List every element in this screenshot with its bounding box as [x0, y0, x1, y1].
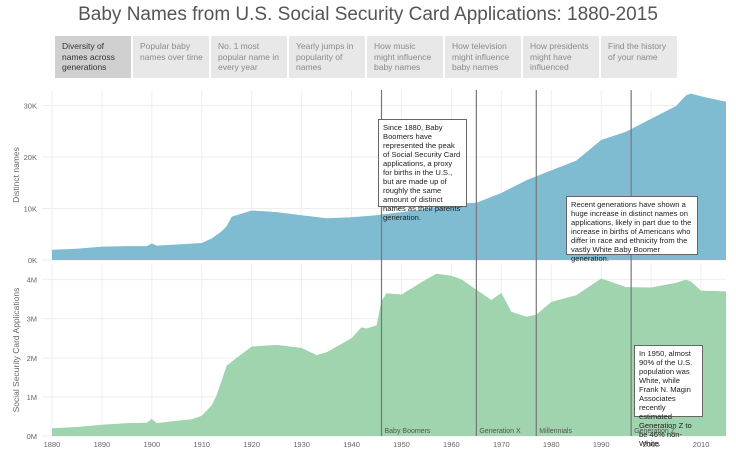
y-tick-label: 1M [27, 393, 37, 402]
x-tick-label: 2010 [693, 440, 710, 449]
annotation-baby-boomers: Since 1880, Baby Boomers have represente… [378, 119, 467, 222]
x-tick-label: 1900 [143, 440, 160, 449]
tab-popular-names[interactable]: Popular baby names over time [133, 36, 209, 78]
tab-bar: Diversity of names across generations Po… [55, 36, 679, 78]
x-tick-label: 1990 [593, 440, 610, 449]
applications-axis-title: Social Security Card Applications [11, 288, 21, 413]
generation-label: Baby Boomers [385, 428, 431, 435]
tab-presidents[interactable]: How presidents might have influenced [523, 36, 599, 78]
x-tick-label: 2000 [643, 440, 660, 449]
tab-find-name[interactable]: Find the history of your name [601, 36, 677, 78]
x-tick-label: 1980 [543, 440, 560, 449]
tab-diversity[interactable]: Diversity of names across generations [55, 36, 131, 78]
generation-label: Generation Z [634, 428, 676, 435]
tab-music[interactable]: How music might influence baby names [367, 36, 443, 78]
y-tick-label: 20K [24, 153, 37, 162]
y-tick-label: 3M [27, 315, 37, 324]
x-tick-label: 1930 [293, 440, 310, 449]
distinct-names-area [51, 93, 726, 260]
x-tick-label: 1970 [493, 440, 510, 449]
distinct-names-axis-title: Distinct names [11, 147, 21, 203]
y-tick-label: 0K [28, 256, 37, 265]
tab-yearly-jumps[interactable]: Yearly jumps in popularity of names [289, 36, 365, 78]
tab-television[interactable]: How television might influence baby name… [445, 36, 521, 78]
x-tick-label: 1940 [343, 440, 360, 449]
y-tick-label: 10K [24, 204, 37, 213]
applications-area [51, 273, 726, 436]
generations-chart: 0K 10K 20K 30K Distinct names 0M 1M 2M 3M 4M Socia… [11, 90, 726, 449]
annotation-recent-generations: Recent generations have shown a huge inc… [566, 196, 698, 263]
tab-number-one[interactable]: No. 1 most popular name in every year [211, 36, 287, 78]
x-tick-label: 1890 [94, 440, 111, 449]
x-tick-label: 1960 [443, 440, 460, 449]
x-tick-label: 1950 [393, 440, 410, 449]
page-title: Baby Names from U.S. Social Security Car… [78, 4, 658, 25]
x-tick-label: 1910 [193, 440, 210, 449]
annotation-generation-z: In 1950, almost 90% of the U.S. populati… [634, 345, 703, 448]
y-tick-label: 2M [27, 354, 37, 363]
x-tick-label: 1920 [243, 440, 260, 449]
y-tick-label: 30K [24, 101, 37, 110]
y-tick-label: 0M [27, 432, 37, 441]
generation-label: Millennials [539, 428, 572, 435]
generation-label: Generation X [479, 428, 521, 435]
y-tick-label: 4M [27, 276, 37, 285]
x-tick-label: 1880 [44, 440, 61, 449]
